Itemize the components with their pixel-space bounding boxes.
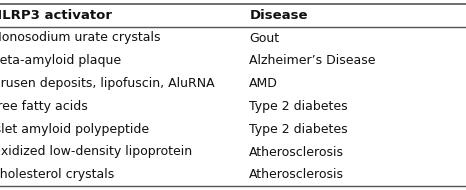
Text: Type 2 diabetes: Type 2 diabetes [249, 100, 348, 113]
Text: Oxidized low-density lipoprotein: Oxidized low-density lipoprotein [0, 146, 192, 158]
Text: Cholesterol crystals: Cholesterol crystals [0, 168, 114, 181]
Text: Drusen deposits, lipofuscin, AluRNA: Drusen deposits, lipofuscin, AluRNA [0, 77, 214, 90]
Text: Monosodium urate crystals: Monosodium urate crystals [0, 32, 160, 44]
Text: Atherosclerosis: Atherosclerosis [249, 146, 344, 158]
Text: Type 2 diabetes: Type 2 diabetes [249, 123, 348, 136]
Text: AMD: AMD [249, 77, 278, 90]
Text: Disease: Disease [249, 9, 308, 22]
Text: Free fatty acids: Free fatty acids [0, 100, 88, 113]
Text: Atherosclerosis: Atherosclerosis [249, 168, 344, 181]
Text: Islet amyloid polypeptide: Islet amyloid polypeptide [0, 123, 149, 136]
Text: Gout: Gout [249, 32, 280, 44]
Text: NLRP3 activator: NLRP3 activator [0, 9, 112, 22]
Text: Alzheimer’s Disease: Alzheimer’s Disease [249, 54, 376, 67]
Text: Beta-amyloid plaque: Beta-amyloid plaque [0, 54, 121, 67]
